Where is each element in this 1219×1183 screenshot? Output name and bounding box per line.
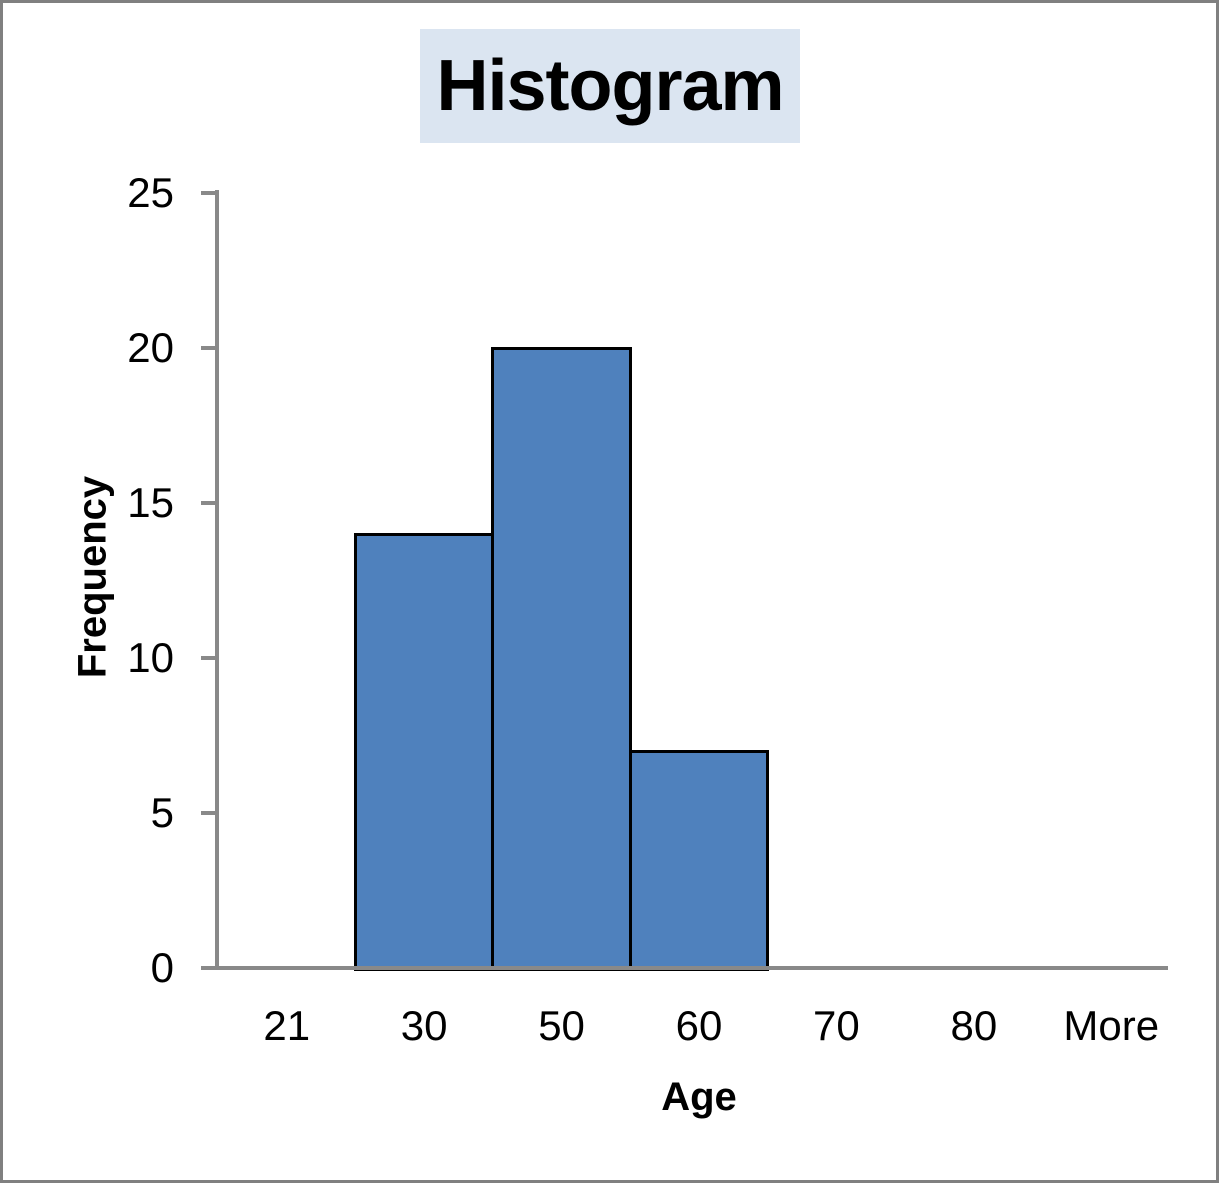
y-tick-label: 10 <box>127 634 174 681</box>
y-tick-mark <box>201 966 218 970</box>
x-category-label: 50 <box>538 1002 585 1049</box>
y-tick-label: 25 <box>127 169 174 216</box>
y-tick-mark <box>201 501 218 505</box>
y-tick-mark <box>201 191 218 195</box>
x-category-label: More <box>1063 1002 1160 1049</box>
chart-title[interactable]: Histogram <box>420 29 800 143</box>
y-tick-mark <box>201 656 218 660</box>
y-tick-label: 5 <box>150 789 174 836</box>
x-axis-line <box>202 966 1168 970</box>
bar-60[interactable] <box>628 749 770 971</box>
y-tick-label: 15 <box>127 479 174 526</box>
y-tick-mark <box>201 811 218 815</box>
x-category-label: 30 <box>400 1002 448 1049</box>
x-category-label: 70 <box>813 1002 860 1049</box>
x-category-label: 80 <box>950 1002 998 1049</box>
y-tick-mark <box>201 346 218 350</box>
x-axis-title: Age <box>661 1075 737 1119</box>
bar-50[interactable] <box>491 346 632 971</box>
x-category-label: 21 <box>263 1002 311 1049</box>
y-tick-label: 0 <box>150 944 174 991</box>
bar-30[interactable] <box>353 532 495 971</box>
x-category-label: 60 <box>675 1002 723 1049</box>
y-tick-label: 20 <box>127 324 174 371</box>
y-axis-line <box>215 190 219 970</box>
